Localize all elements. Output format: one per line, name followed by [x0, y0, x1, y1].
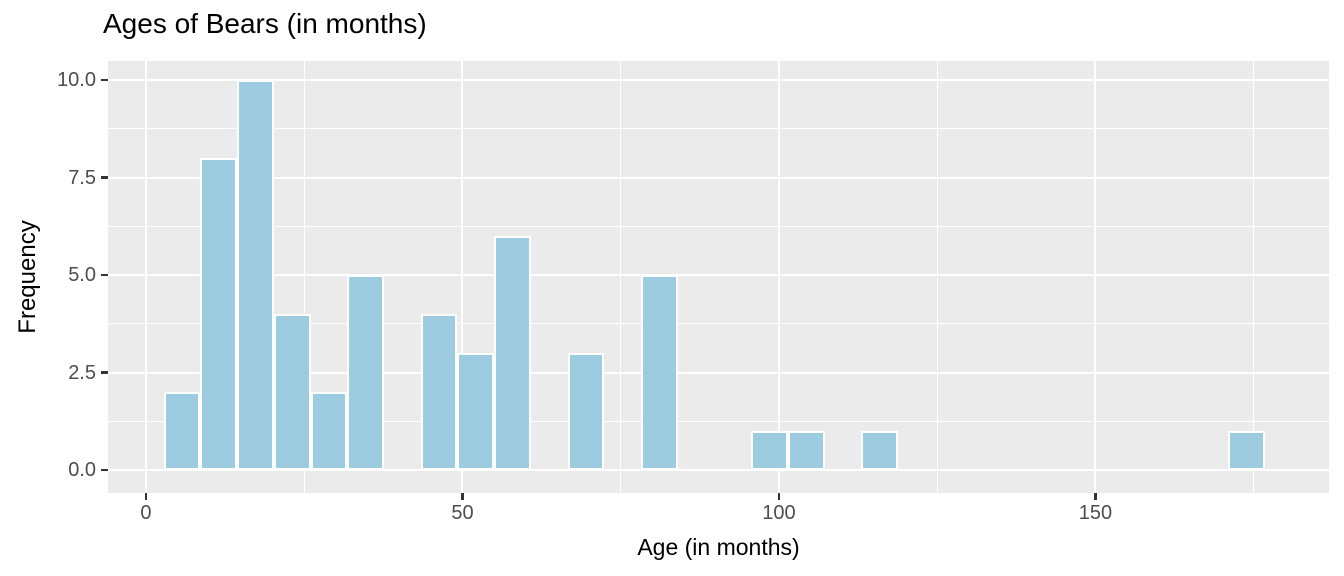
histogram-bar	[420, 314, 458, 470]
x-tick-label: 100	[762, 502, 796, 524]
gridline-major-y	[108, 176, 1329, 179]
histogram-bar	[567, 353, 605, 470]
gridline-major-y	[108, 274, 1329, 277]
histogram-bar	[347, 275, 384, 470]
gridline-major-x	[461, 61, 464, 493]
x-tick-mark	[777, 493, 781, 500]
histogram-bar	[494, 236, 531, 470]
chart-title: Ages of Bears (in months)	[103, 8, 427, 39]
histogram-bar	[163, 392, 201, 470]
x-tick-mark	[1094, 493, 1097, 500]
y-tick-label: 0.0	[68, 458, 96, 481]
x-tick-mark	[144, 493, 148, 500]
y-tick-mark	[101, 78, 108, 82]
gridline-minor-x	[1253, 61, 1255, 493]
gridline-minor-x	[620, 61, 622, 493]
x-tick-mark	[461, 493, 464, 500]
gridline-minor-x	[303, 61, 305, 493]
histogram-bar	[787, 431, 825, 470]
gridline-major-y	[108, 468, 1329, 471]
histogram-bar	[237, 80, 274, 470]
y-tick-label: 5.0	[68, 264, 96, 287]
gridline-minor-y	[108, 128, 1329, 130]
gridline-major-x	[1094, 61, 1097, 493]
y-tick-mark	[101, 273, 108, 277]
gridline-major-y	[108, 371, 1329, 374]
histogram-bar	[310, 392, 348, 470]
x-tick-label: 0	[140, 502, 152, 524]
gridline-minor-y	[108, 323, 1329, 325]
histogram-bar	[751, 431, 788, 470]
histogram-bar	[273, 314, 311, 470]
gridline-major-x	[777, 61, 780, 493]
x-axis-label: Age (in months)	[637, 534, 800, 560]
gridline-minor-y	[108, 420, 1329, 422]
histogram-bar	[457, 353, 495, 470]
y-tick-mark	[101, 371, 108, 374]
y-tick-mark	[101, 468, 108, 472]
y-tick-mark	[101, 176, 108, 179]
histogram-bar	[1228, 431, 1266, 470]
x-tick-label: 150	[1078, 502, 1113, 524]
histogram-bar	[640, 275, 678, 470]
gridline-minor-y	[108, 225, 1329, 227]
histogram-bar	[200, 158, 238, 470]
histogram-bar	[861, 431, 898, 470]
y-tick-label: 2.5	[68, 361, 96, 384]
y-tick-label: 7.5	[68, 166, 96, 189]
x-tick-label: 50	[451, 502, 474, 524]
y-tick-label: 10.0	[57, 69, 96, 92]
gridline-major-y	[108, 79, 1329, 82]
gridline-minor-x	[936, 61, 938, 493]
y-axis-label: Frequency	[14, 220, 41, 334]
gridline-major-x	[144, 61, 147, 493]
